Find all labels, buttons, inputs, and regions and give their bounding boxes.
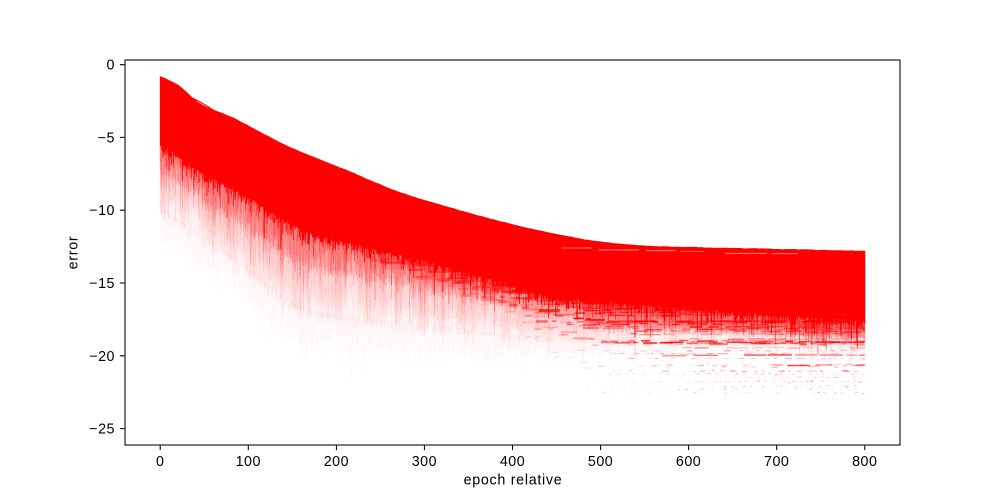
svg-text:200: 200 xyxy=(324,454,349,470)
svg-text:−25: −25 xyxy=(89,422,115,438)
svg-text:700: 700 xyxy=(764,454,789,470)
svg-text:error: error xyxy=(66,236,82,270)
svg-text:0: 0 xyxy=(156,454,164,470)
svg-text:100: 100 xyxy=(236,454,261,470)
svg-text:epoch relative: epoch relative xyxy=(464,473,563,489)
svg-text:400: 400 xyxy=(500,454,525,470)
svg-text:−5: −5 xyxy=(98,130,115,146)
svg-text:−15: −15 xyxy=(89,276,115,292)
svg-text:800: 800 xyxy=(852,454,877,470)
svg-text:300: 300 xyxy=(412,454,437,470)
svg-text:600: 600 xyxy=(676,454,701,470)
svg-text:0: 0 xyxy=(107,58,115,74)
svg-text:−20: −20 xyxy=(89,349,115,365)
svg-text:500: 500 xyxy=(588,454,613,470)
svg-text:−10: −10 xyxy=(89,203,115,219)
